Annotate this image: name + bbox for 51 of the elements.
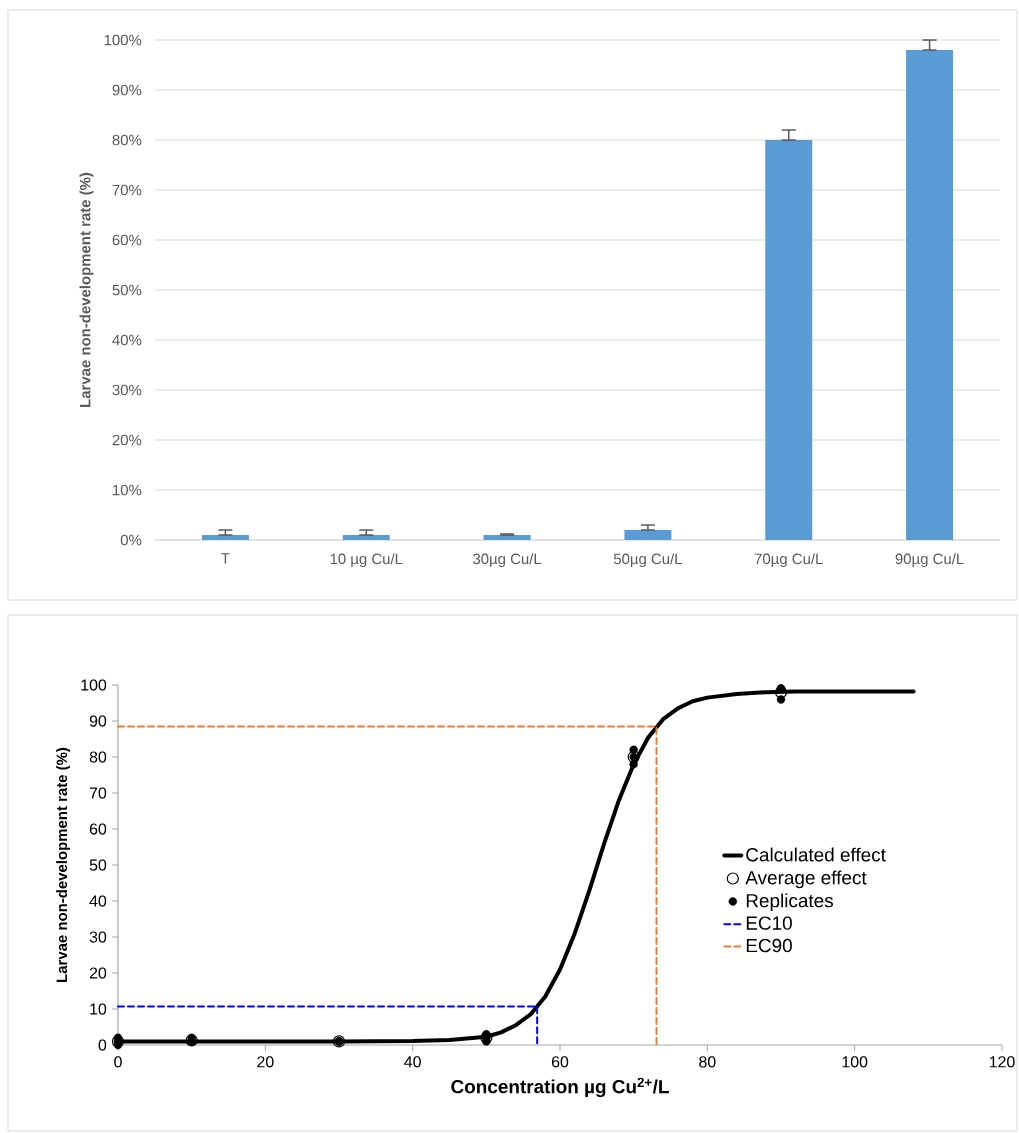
point [629, 760, 638, 769]
y-tick-label: 70% [112, 184, 142, 196]
y-tick-label: 0 [98, 1039, 107, 1051]
x-tick-label: 60 [551, 1056, 569, 1068]
y-tick-label: 10 [90, 1003, 107, 1015]
y-tick-label: 70 [89, 787, 107, 799]
bar [201, 535, 249, 541]
x-tick-label: T [221, 553, 230, 564]
bar [483, 535, 531, 541]
x-tick-label: 30µg Cu/L [473, 553, 542, 568]
x-tick-label: 70µg Cu/L [754, 553, 823, 568]
y-tick-label: 60% [112, 234, 142, 246]
legend-label: Replicates [746, 893, 833, 912]
y-tick-label: 80% [112, 134, 142, 146]
bar [342, 535, 390, 541]
legend-label: EC10 [746, 916, 792, 930]
x-tick-label: 20 [257, 1056, 274, 1068]
legend-label: Calculated effect [746, 847, 886, 862]
y-tick-label: 10% [113, 484, 142, 496]
x-tick-label: 120 [989, 1056, 1015, 1068]
x-tick-label: 10 µg Cu/L [330, 553, 403, 568]
y-tick-label: 60 [89, 823, 107, 835]
y-tick-label: 20 [89, 967, 107, 979]
x-tick-label: 100 [842, 1056, 868, 1068]
point [776, 695, 786, 704]
point [629, 745, 638, 755]
x-axis-title: Concentration µg Cu$^{2+}$/L [451, 1077, 669, 1098]
y-tick-label: 40% [112, 334, 142, 346]
y-tick-label: 100 [81, 679, 107, 691]
x-tick-label: 50µg Cu/L [613, 553, 683, 568]
legend-label: Average effect [745, 870, 867, 889]
bar [906, 50, 954, 541]
y-tick-label: 0% [120, 534, 142, 546]
y-tick-label: 90% [112, 84, 142, 96]
y-tick-label: 20% [112, 434, 142, 446]
bar [624, 530, 672, 541]
legend-label: EC90 [746, 938, 792, 953]
y-tick-label: 100% [104, 34, 142, 46]
y-tick-label: 40 [89, 895, 107, 907]
x-tick-label: 80 [699, 1056, 716, 1068]
y-tick-label: 90 [89, 715, 107, 727]
x-tick-label: 40 [404, 1056, 421, 1068]
y-axis-title: Larvae non-development rate (%) [56, 747, 71, 982]
y-tick-label: 30% [112, 384, 142, 396]
y-axis-title: Larvae non-development rate (%) [79, 172, 94, 407]
y-tick-label: 30 [89, 931, 107, 943]
bar [765, 140, 813, 541]
x-tick-label: 90µg Cu/L [895, 553, 964, 568]
y-tick-label: 50 [89, 859, 107, 871]
y-tick-label: 80 [89, 751, 107, 763]
y-tick-label: 50% [112, 284, 142, 296]
